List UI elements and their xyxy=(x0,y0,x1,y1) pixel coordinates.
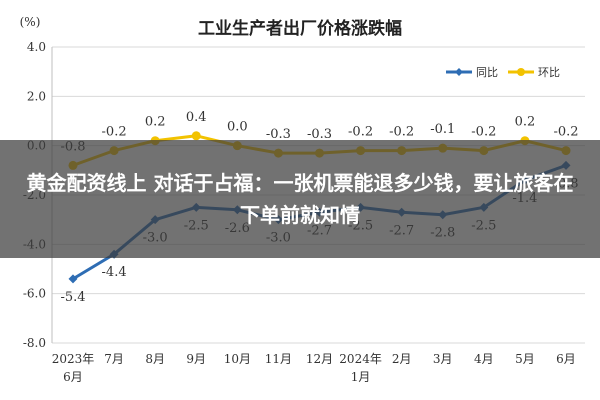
x-tick-label: 12月 xyxy=(306,352,333,366)
x-tick-label: 9月 xyxy=(186,352,206,366)
y-tick-label: -6.0 xyxy=(23,287,46,301)
data-label: -0.2 xyxy=(102,125,127,140)
x-tick-label: 4月 xyxy=(474,352,494,366)
headline-overlay: 黄金配资线上 对话于占福：一张机票能退多少钱，要让旅客在下单前就知情 xyxy=(0,140,600,258)
x-tick-label: 3月 xyxy=(433,352,453,366)
legend: 同比 环比 xyxy=(446,66,560,79)
data-label: 0.2 xyxy=(515,115,536,130)
data-label: -0.3 xyxy=(307,127,332,142)
data-label: 0.2 xyxy=(145,115,166,130)
data-label: -0.1 xyxy=(430,122,455,137)
y-tick-label: 4.0 xyxy=(27,40,46,54)
x-tick-label: 5月 xyxy=(515,352,535,366)
x-tick-label: 10月 xyxy=(224,352,251,366)
data-label: -0.2 xyxy=(348,125,373,140)
legend-marker xyxy=(455,68,463,76)
data-label: 0.0 xyxy=(227,120,248,135)
legend-marker xyxy=(517,68,525,76)
data-label: -0.2 xyxy=(553,125,578,140)
x-tick-label: 11月 xyxy=(265,352,292,366)
x-tick-label: 1月 xyxy=(351,370,371,384)
x-axis-ticks: 2023年 6月 7月 8月 9月 10月 11月 12月 2024年 1月 2月 3月 4月 5月 6月 xyxy=(52,352,576,384)
legend-label: 同比 xyxy=(476,66,498,79)
x-tick-label: 6月 xyxy=(63,370,83,384)
data-label: -0.2 xyxy=(471,125,496,140)
x-tick-label: 2月 xyxy=(392,352,412,366)
y-tick-label: -8.0 xyxy=(23,336,46,350)
x-tick-label: 7月 xyxy=(104,352,124,366)
x-tick-label: 2024年 xyxy=(339,352,382,366)
data-point xyxy=(191,131,201,141)
data-point xyxy=(68,274,78,284)
data-label: -0.2 xyxy=(389,125,414,140)
y-axis-unit: (%) xyxy=(20,15,41,29)
headline-text: 黄金配资线上 对话于占福：一张机票能退多少钱，要让旅客在下单前就知情 xyxy=(26,171,574,227)
y-tick-label: 2.0 xyxy=(27,89,46,103)
legend-label: 环比 xyxy=(538,66,560,79)
x-tick-label: 8月 xyxy=(145,352,165,366)
chart-title: 工业生产者出厂价格涨跌幅 xyxy=(198,18,402,39)
data-label: 0.4 xyxy=(186,110,207,125)
x-tick-label: 2023年 xyxy=(52,352,95,366)
x-tick-label: 6月 xyxy=(556,352,576,366)
data-label: -0.3 xyxy=(266,127,291,142)
data-label: -5.4 xyxy=(60,290,85,305)
data-label: -4.4 xyxy=(102,265,127,280)
